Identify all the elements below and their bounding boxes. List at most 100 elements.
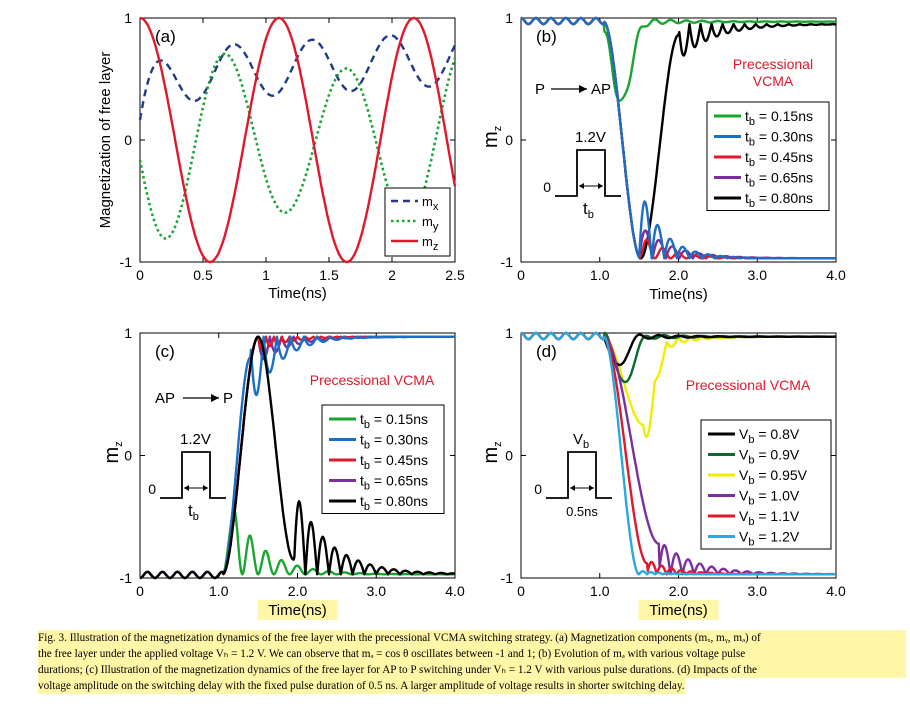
legend-entry: tb = 0.30ns — [745, 129, 813, 149]
pulse-amplitude: 1.2V — [180, 431, 211, 448]
y-tick-label: 0 — [124, 448, 132, 464]
legend-entry: tb = 0.65ns — [745, 170, 813, 190]
series-my — [138, 52, 457, 240]
x-tick-label: 0 — [136, 267, 144, 283]
x-tick-label: 3.0 — [748, 583, 768, 599]
panel-d: 0 1.0 2.0 3.0 4.010-1(d)mzTime(ns)Precession… — [480, 325, 846, 620]
x-tick-label: 0.5 — [193, 267, 213, 283]
x-tick-label: 4.0 — [826, 267, 846, 283]
pulse-width-label: tb — [188, 501, 199, 523]
x-tick-label: 2.5 — [445, 267, 465, 283]
x-tick-label: 2 — [388, 267, 396, 283]
x-tick-label: 0 — [517, 267, 525, 283]
switch-direction: AP P — [155, 390, 233, 407]
x-tick-label: 4.0 — [445, 583, 465, 599]
legend-entry-my: my — [422, 214, 439, 233]
legend-entry: tb = 0.45ns — [360, 452, 428, 472]
panel-b: 0 1.0 2.0 3.0 4.010-1(b)mzTime(ns)Precession… — [480, 10, 846, 303]
y-axis-label: mz — [101, 441, 125, 463]
direction-to: AP — [591, 81, 611, 98]
panel-label: (d) — [536, 342, 557, 361]
x-tick-label: 1.0 — [590, 267, 610, 283]
pulse-diagram: 1.2V 0 tb — [543, 129, 621, 221]
y-tick-label: -1 — [120, 570, 133, 586]
annotation: Precessional VCMA — [310, 372, 435, 388]
x-tick-label: 1.5 — [319, 267, 339, 283]
legend-entry: Vb = 0.8V — [739, 426, 800, 446]
pulse-diagram: Vb 0 0.5ns — [534, 431, 612, 519]
x-axis-label: Time(ns) — [649, 286, 708, 303]
series-mx — [138, 34, 457, 121]
panel-label: (b) — [536, 27, 557, 46]
panel-label: (a) — [155, 27, 176, 46]
pulse-waveform — [546, 451, 612, 499]
x-tick-label: 2.0 — [288, 583, 308, 599]
series-vb-0.9 — [520, 331, 837, 384]
arrow-heads — [570, 485, 594, 491]
legend-entry: Vb = 0.9V — [739, 447, 800, 467]
xlabel-highlight — [638, 600, 719, 620]
xlabel-highlight — [257, 600, 338, 620]
caption-line-3: durations; (c) Illustration of the magne… — [38, 662, 906, 678]
annotation-line-1: Precessional — [733, 56, 813, 72]
pulse-waveform — [555, 149, 621, 197]
y-tick-label: 0 — [505, 132, 513, 148]
panel-label: (c) — [155, 342, 175, 361]
legend-entry: tb = 0.15ns — [360, 411, 428, 431]
legend-entry: tb = 0.65ns — [360, 473, 428, 493]
y-tick-label: 0 — [124, 132, 132, 148]
legend-box — [384, 187, 451, 257]
arrow-heads — [579, 183, 603, 189]
y-axis-label: Magnetization of free layer — [97, 52, 114, 229]
y-tick-label: 1 — [505, 10, 513, 26]
y-axis-label: mz — [480, 441, 504, 463]
x-tick-label: 2.0 — [669, 583, 689, 599]
direction-arrow-head — [211, 394, 219, 402]
x-axis-label: Time(ns) — [268, 285, 327, 302]
x-tick-label: 3.0 — [367, 583, 387, 599]
panel-a: 0 0.5 1 1.5 2 2.510-1(a)Magnetization of free… — [97, 10, 465, 302]
panel-c: 0 1.0 2.0 3.0 4.010-1(c)mzTime(ns)Precession… — [101, 325, 465, 620]
legend-entry-mx: mx — [422, 194, 439, 213]
x-tick-label: 0 — [136, 583, 144, 599]
series-tb-0.80 — [139, 335, 456, 580]
caption-line-4: voltage amplitude on the switching delay… — [38, 678, 685, 694]
pulse-amplitude: Vb — [573, 431, 589, 451]
series-tb-0.30 — [520, 16, 837, 260]
x-tick-label: 2.0 — [669, 267, 689, 283]
pulse-width-label: 0.5ns — [566, 504, 598, 519]
x-axis-label: Time(ns) — [268, 602, 327, 619]
legend-entry: Vb = 1.2V — [739, 529, 800, 549]
x-tick-label: 4.0 — [826, 583, 846, 599]
y-axis-label: mz — [480, 126, 504, 148]
legend-entry: tb = 0.15ns — [745, 108, 813, 128]
direction-from: AP — [155, 390, 175, 407]
y-tick-label: 1 — [505, 325, 513, 341]
x-tick-label: 3.0 — [748, 267, 768, 283]
legend-entry: Vb = 0.95V — [739, 467, 808, 487]
arrow-heads — [184, 485, 208, 491]
pulse-zero: 0 — [534, 481, 542, 497]
y-tick-label: -1 — [120, 254, 133, 270]
legend-entry: tb = 0.80ns — [745, 190, 813, 210]
legend-entry: tb = 0.30ns — [360, 432, 428, 452]
y-tick-label: 0 — [505, 448, 513, 464]
x-tick-label: 0 — [517, 583, 525, 599]
y-tick-label: -1 — [501, 254, 514, 270]
direction-from: P — [535, 81, 545, 98]
legend-entry: tb = 0.80ns — [360, 493, 428, 513]
legend-entry: Vb = 1.1V — [739, 508, 800, 528]
pulse-amplitude: 1.2V — [575, 129, 606, 146]
y-tick-label: -1 — [501, 570, 514, 586]
pulse-diagram: 1.2V 0 tb — [148, 431, 226, 523]
switch-direction: P AP — [535, 81, 611, 98]
series-vb-1.2 — [520, 331, 837, 576]
x-axis-label: Time(ns) — [649, 602, 708, 619]
legend-entry: tb = 0.45ns — [745, 149, 813, 169]
legend-entry: Vb = 1.0V — [739, 488, 800, 508]
x-tick-label: 1.0 — [590, 583, 610, 599]
legend-entry-mz: mz — [422, 234, 438, 253]
